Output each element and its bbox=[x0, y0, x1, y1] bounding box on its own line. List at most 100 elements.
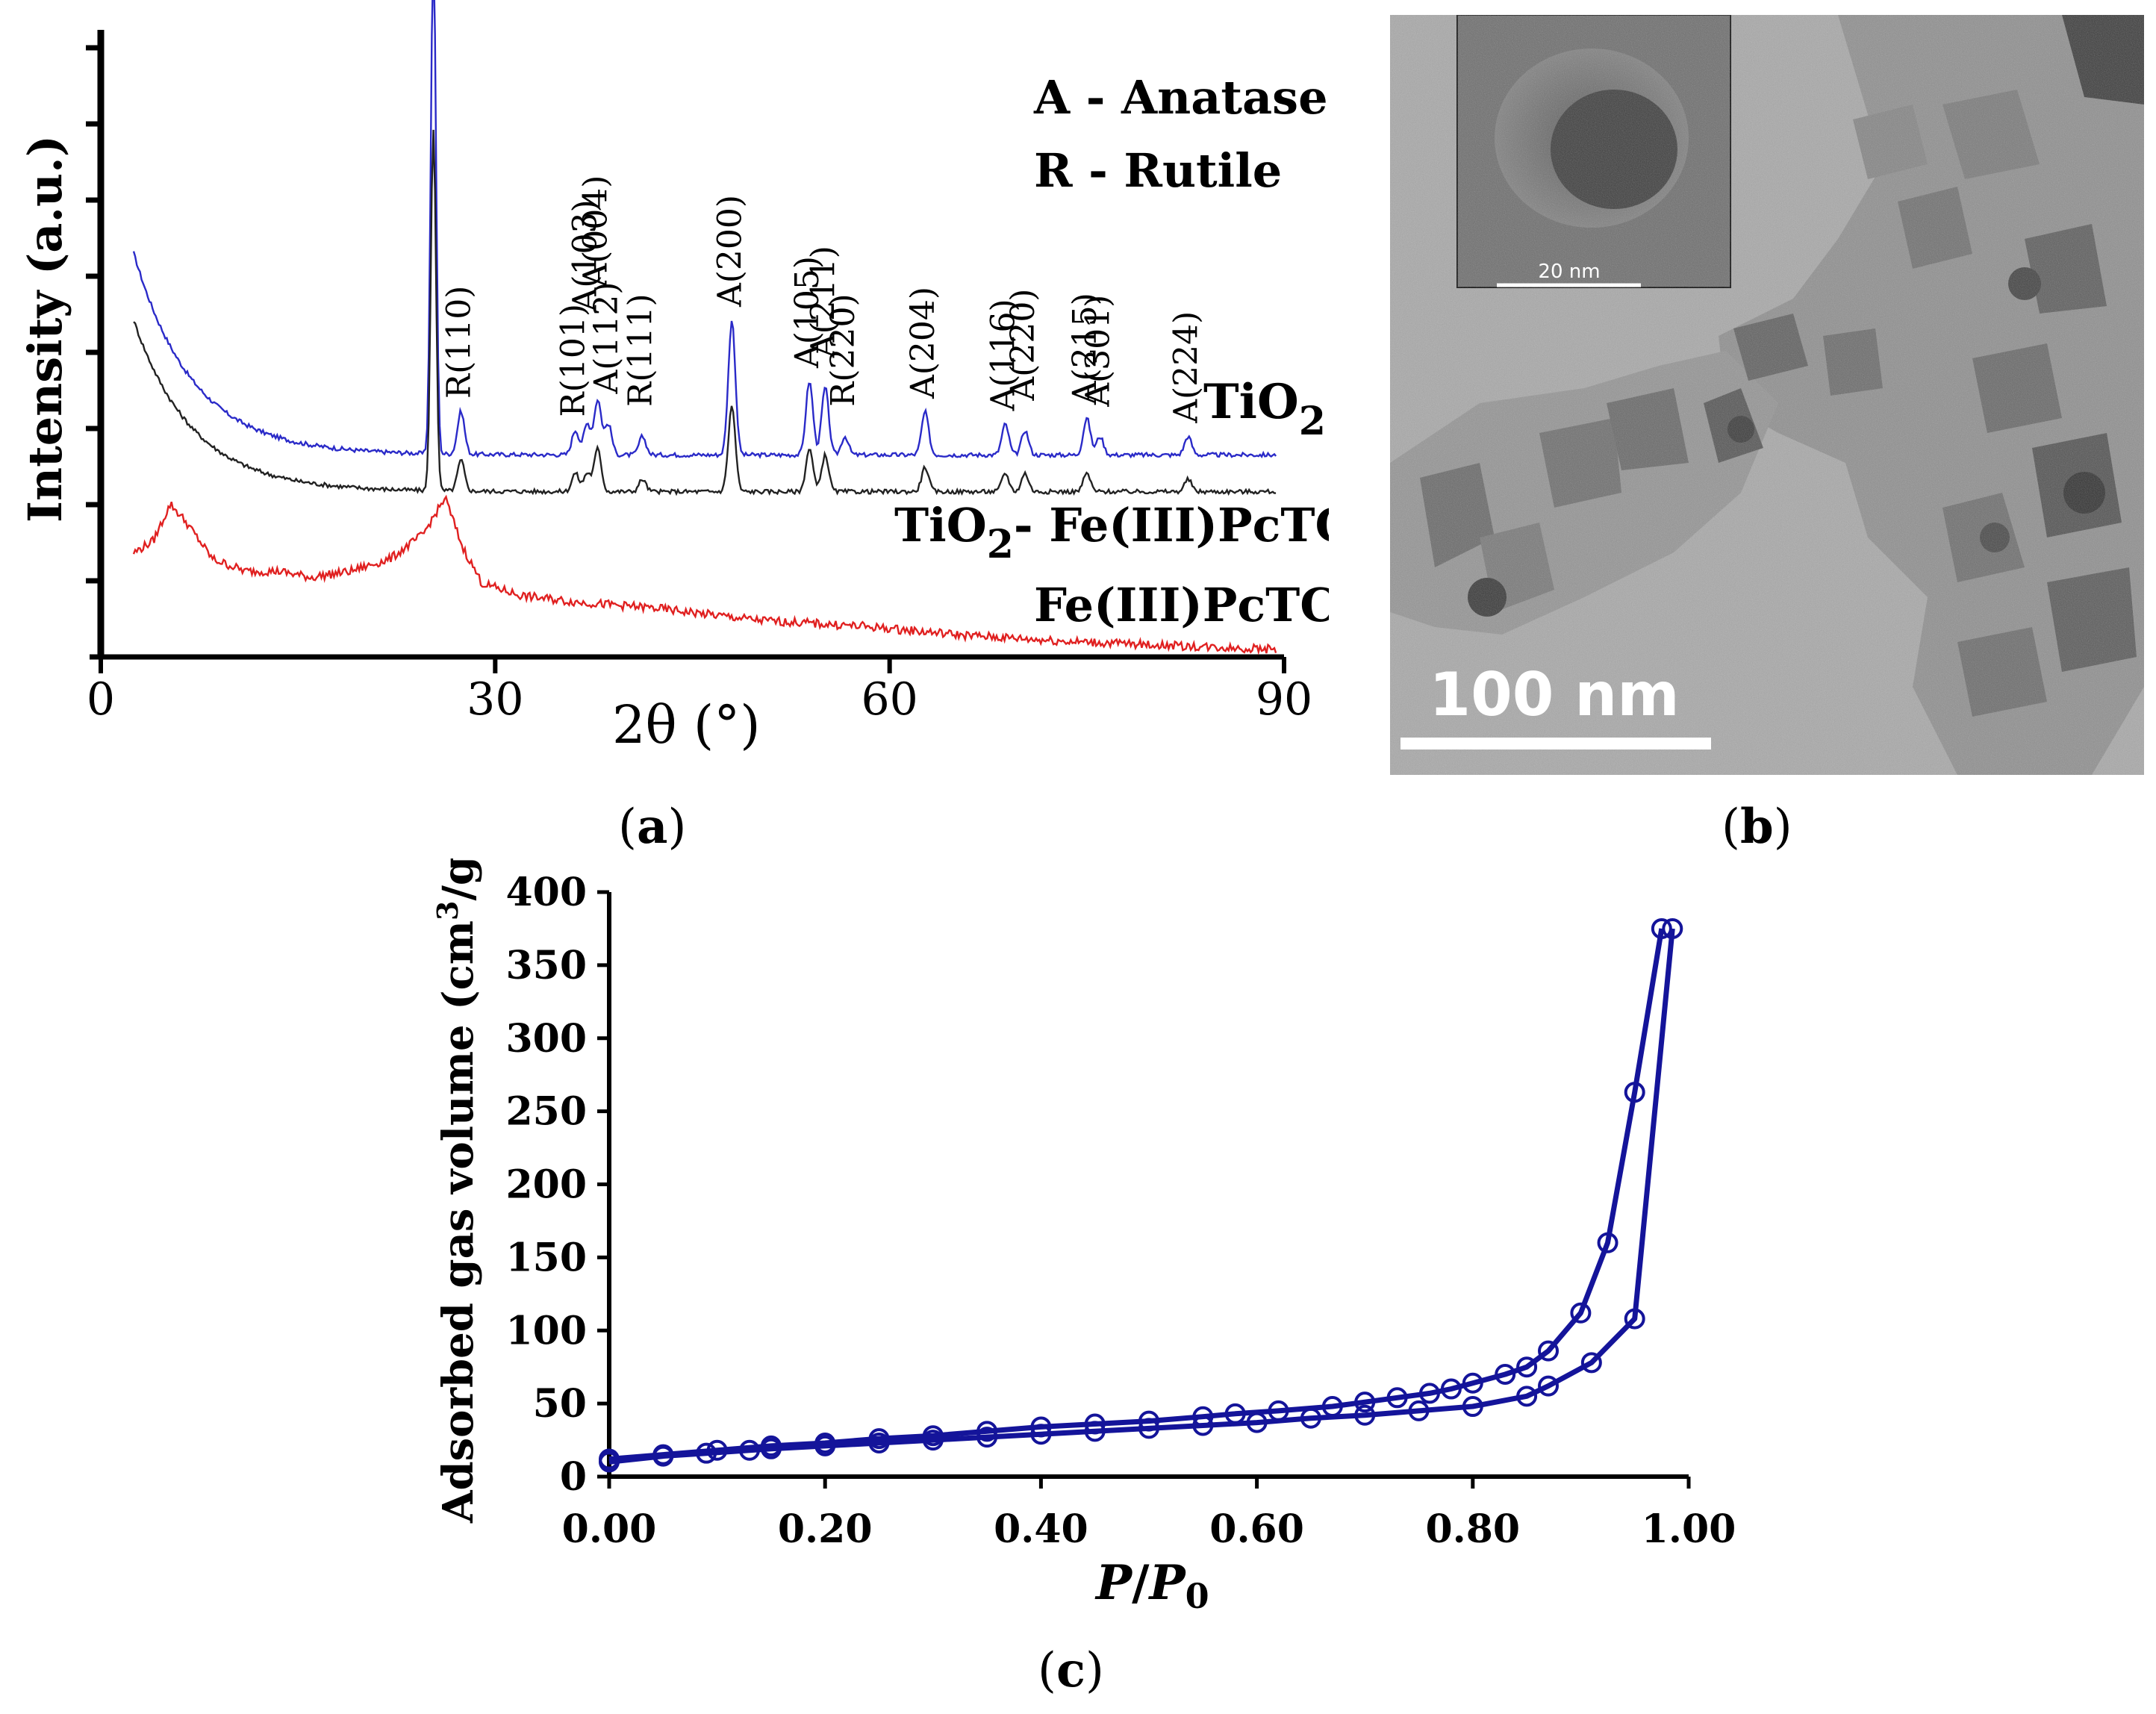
isotherm-x-tick-label: 0.60 bbox=[1209, 1506, 1304, 1552]
isotherm-desorption-point bbox=[1084, 1413, 1106, 1435]
legend-anatase: A - Anatase bbox=[1033, 70, 1328, 125]
isotherm-desorption-point bbox=[1224, 1403, 1246, 1424]
xrd-peak-label: A(220) bbox=[1004, 289, 1042, 402]
isotherm-y-tick-label: 350 bbox=[505, 943, 587, 988]
xrd-peak-label: A(211) bbox=[804, 246, 842, 358]
isotherm-desorption-point bbox=[976, 1421, 998, 1442]
isotherm-x-tick-label: 0.00 bbox=[562, 1506, 657, 1552]
isotherm-adsorption-point bbox=[1538, 1375, 1560, 1397]
isotherm-x-tick-label: 0.80 bbox=[1425, 1506, 1520, 1552]
panel-label-a: (a) bbox=[618, 799, 687, 855]
isotherm-chart: 0 50 100 150 200 250 300 350 400 0.00 0.20 0.40 0.6… bbox=[431, 858, 1736, 1616]
isotherm-x-tick-label: 0.20 bbox=[778, 1506, 873, 1552]
isotherm-y-tick-label: 50 bbox=[533, 1381, 587, 1427]
panel-label-c-letter: c bbox=[1056, 1642, 1085, 1698]
isotherm-adsorption-point bbox=[1462, 1396, 1483, 1418]
panel-label-c: (c) bbox=[1038, 1642, 1104, 1698]
xrd-peak-label: A(116) bbox=[985, 299, 1023, 411]
xrd-series-2 bbox=[132, 494, 1277, 655]
isotherm-adsorption-point bbox=[1408, 1400, 1430, 1421]
xrd-y-axis bbox=[90, 30, 1284, 660]
xrd-peak-label: A(224) bbox=[1167, 311, 1205, 424]
xrd-peak-label: A(105) bbox=[788, 256, 826, 369]
isotherm-desorption-point bbox=[1192, 1406, 1214, 1427]
xrd-peak-label: R(110) bbox=[440, 286, 479, 399]
isotherm-adsorption-point bbox=[1662, 917, 1683, 939]
isotherm-desorption-point bbox=[1418, 1383, 1440, 1404]
xrd-x-tick-label: 30 bbox=[467, 673, 523, 726]
isotherm-desorption-point bbox=[1570, 1302, 1592, 1324]
xrd-peak-label: A(215) bbox=[1066, 293, 1104, 405]
isotherm-desorption-point bbox=[1354, 1392, 1376, 1413]
isotherm-desorption-point bbox=[1495, 1363, 1516, 1385]
isotherm-desorption-point bbox=[1516, 1356, 1538, 1378]
isotherm-desorption-point bbox=[1597, 1232, 1618, 1253]
xrd-peak-label: A(204) bbox=[904, 287, 942, 399]
isotherm-adsorption-point bbox=[1624, 1308, 1645, 1330]
isotherm-adsorption-point bbox=[1580, 1352, 1602, 1374]
xrd-peak-label: A(200) bbox=[711, 195, 749, 308]
xrd-peak-label: R(111) bbox=[622, 293, 660, 406]
isotherm-desorption-point bbox=[599, 1448, 620, 1470]
tem-image: 20 nm 100 nm bbox=[1390, 15, 2144, 775]
isotherm-desorption-point bbox=[1651, 917, 1672, 939]
isotherm-y-tick-label: 400 bbox=[505, 870, 587, 915]
xrd-x-label: 2θ (°) bbox=[612, 694, 761, 755]
isotherm-y-label: Adsorbed gas volume (cm3/g) bbox=[431, 858, 483, 1524]
isotherm-adsorption-point bbox=[1354, 1404, 1376, 1426]
xrd-series-1 bbox=[133, 129, 1277, 496]
isotherm-y-tick-label: 300 bbox=[505, 1016, 587, 1062]
xrd-peak-label: A(112) bbox=[588, 281, 626, 394]
isotherm-desorption-point bbox=[1440, 1378, 1462, 1400]
xrd-peak-label: A(004) bbox=[577, 175, 615, 288]
isotherm-x-ticks: 0.00 0.20 0.40 0.60 0.80 1.00 bbox=[562, 1477, 1736, 1552]
isotherm-desorption-point bbox=[814, 1432, 836, 1453]
isotherm-desorption-point bbox=[706, 1439, 728, 1461]
isotherm-adsorption-point bbox=[976, 1427, 998, 1448]
xrd-series-0 bbox=[132, 0, 1277, 459]
isotherm-y-tick-label: 0 bbox=[560, 1454, 587, 1500]
series-label-fepc: Fe(III)PcTC bbox=[1034, 578, 1329, 632]
panel-label-b-letter: b bbox=[1739, 799, 1774, 855]
panel-label-a-letter: a bbox=[636, 799, 668, 855]
isotherm-desorption-point bbox=[1624, 1082, 1645, 1103]
xrd-series bbox=[132, 0, 1277, 655]
xrd-peak-label: A(301) bbox=[1079, 295, 1117, 408]
isotherm-adsorption-line bbox=[608, 928, 1675, 1465]
isotherm-x-label: P/P0 bbox=[1094, 1555, 1209, 1616]
isotherm-desorption-point bbox=[922, 1425, 944, 1447]
xrd-x-tick-label: 0 bbox=[87, 673, 115, 726]
isotherm-desorption-line bbox=[608, 928, 1665, 1462]
tem-inset: 20 nm bbox=[1456, 15, 1731, 288]
isotherm-desorption-point bbox=[1138, 1410, 1159, 1432]
isotherm-desorption-point bbox=[1268, 1400, 1289, 1421]
xrd-peak-label: R(101) bbox=[555, 304, 593, 417]
isotherm-y-tick-label: 100 bbox=[505, 1308, 587, 1353]
isotherm-desorption-point bbox=[1462, 1372, 1483, 1394]
xrd-x-tick-label: 60 bbox=[861, 673, 917, 726]
xrd-peak-label: A(103) bbox=[567, 199, 605, 312]
isotherm-desorption-point bbox=[1030, 1416, 1052, 1438]
xrd-x-ticks: 0 30 60 90 bbox=[87, 657, 1312, 726]
inset-scale-label: 20 nm bbox=[1538, 261, 1600, 283]
isotherm-desorption-point bbox=[868, 1428, 890, 1450]
isotherm-desorption-point bbox=[1386, 1387, 1408, 1409]
isotherm-desorption-point bbox=[760, 1435, 782, 1456]
xrd-y-label: Intensity (a.u.) bbox=[18, 135, 72, 523]
series-label-tio2: TiO2 bbox=[1203, 374, 1326, 444]
isotherm-x-tick-label: 0.40 bbox=[994, 1506, 1088, 1552]
xrd-x-tick-label: 90 bbox=[1256, 673, 1312, 726]
isotherm-y-tick-label: 200 bbox=[505, 1162, 587, 1208]
series-label-composite: TiO2- Fe(III)PcTC bbox=[894, 498, 1329, 567]
xrd-peak-label: R(220) bbox=[824, 293, 862, 406]
xrd-y-ticks bbox=[86, 45, 101, 584]
panel-label-b: (b) bbox=[1722, 799, 1792, 855]
main-scale-label: 100 nm bbox=[1429, 660, 1679, 729]
legend-rutile: R - Rutile bbox=[1034, 143, 1282, 198]
isotherm-desorption-point bbox=[1538, 1340, 1560, 1362]
xrd-annotations: A(101)R(110)R(101)A(103)A(004)A(112)R(11… bbox=[440, 175, 1206, 424]
isotherm-desorption-point bbox=[652, 1444, 674, 1465]
isotherm-x-tick-label: 1.00 bbox=[1642, 1506, 1736, 1552]
isotherm-desorption-point bbox=[1321, 1396, 1343, 1418]
